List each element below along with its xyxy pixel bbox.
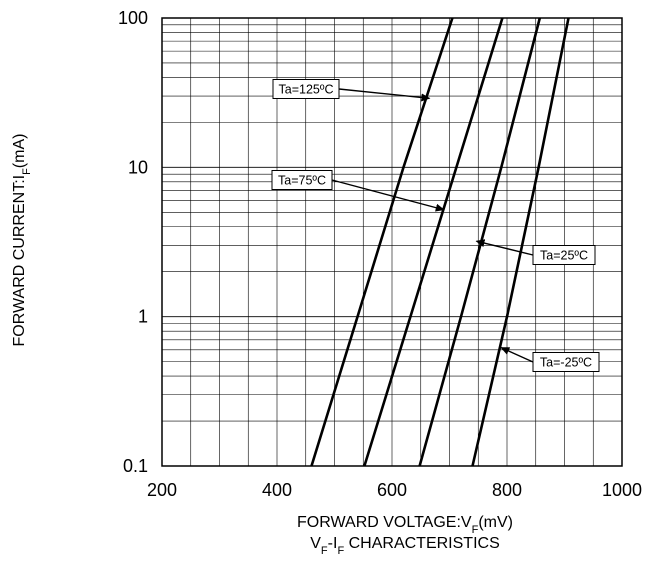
series-line (310, 17, 454, 467)
grid (162, 18, 622, 466)
y-tick-label: 0.1 (123, 456, 148, 476)
x-tick-label: 600 (377, 480, 407, 500)
plot-frame (161, 17, 623, 467)
annotation-arrow (475, 239, 534, 256)
annotation-label: Ta=125ºC (279, 83, 334, 97)
annotation-box (271, 170, 333, 190)
chart-caption: VF-IF CHARACTERISTICS (310, 535, 500, 557)
annotations: Ta=125ºC Ta=75ºC Ta=25ºC Ta=-25ºC (271, 79, 600, 372)
x-axis-label: FORWARD VOLTAGE:VF(mV) (297, 514, 513, 536)
annotation-label: Ta=25ºC (540, 249, 588, 263)
series-line (471, 17, 570, 467)
tick-labels: 200 400 600 800 1000 0.1 1 10 100 (118, 8, 642, 500)
y-tick-label: 1 (138, 307, 148, 327)
annotation-label: Ta=-25ºC (540, 356, 592, 370)
annotation-box (272, 79, 340, 99)
annotation-arrow (331, 179, 445, 212)
series-line (363, 17, 504, 467)
annotation-arrow (338, 88, 431, 102)
y-tick-label: 10 (128, 157, 148, 177)
y-tick-label: 100 (118, 8, 148, 28)
annotation-box (532, 245, 596, 265)
annotation-label: Ta=75ºC (278, 174, 326, 188)
annotation-arrow (500, 347, 534, 363)
annotation-box (532, 352, 600, 372)
series-group (310, 17, 570, 467)
y-axis-label: FORWARD CURRENT:IF(mA) (11, 134, 33, 347)
x-tick-label: 800 (492, 480, 522, 500)
x-tick-label: 200 (147, 480, 177, 500)
x-tick-label: 1000 (602, 480, 642, 500)
x-tick-label: 400 (262, 480, 292, 500)
